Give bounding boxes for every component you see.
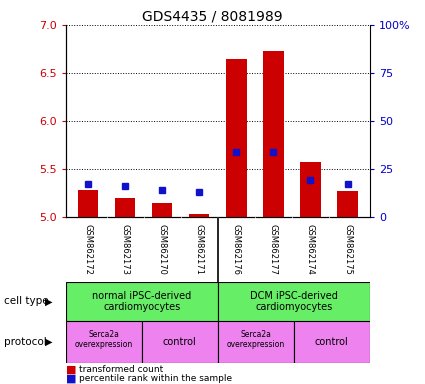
Text: DCM iPSC-derived
cardiomyocytes: DCM iPSC-derived cardiomyocytes xyxy=(250,291,338,312)
Text: control: control xyxy=(315,337,348,347)
Bar xyxy=(189,214,210,217)
Text: GSM862175: GSM862175 xyxy=(343,224,352,275)
Bar xyxy=(152,203,173,217)
Text: normal iPSC-derived
cardiomyocytes: normal iPSC-derived cardiomyocytes xyxy=(92,291,192,312)
Text: protocol: protocol xyxy=(4,337,47,347)
Bar xyxy=(66,321,142,363)
Text: Serca2a
overexpression: Serca2a overexpression xyxy=(227,330,285,349)
Text: GDS4435 / 8081989: GDS4435 / 8081989 xyxy=(142,10,283,23)
Bar xyxy=(300,162,320,217)
Text: ■: ■ xyxy=(66,364,76,374)
Text: ■: ■ xyxy=(66,373,76,383)
Text: GSM862177: GSM862177 xyxy=(269,224,278,275)
Text: control: control xyxy=(163,337,197,347)
Text: percentile rank within the sample: percentile rank within the sample xyxy=(79,374,232,383)
Bar xyxy=(226,59,246,217)
Text: GSM862174: GSM862174 xyxy=(306,224,315,275)
Text: GSM862171: GSM862171 xyxy=(195,224,204,275)
Text: ▶: ▶ xyxy=(45,337,52,347)
Text: cell type: cell type xyxy=(4,296,49,306)
Text: GSM862173: GSM862173 xyxy=(121,224,130,275)
Text: GSM862170: GSM862170 xyxy=(158,224,167,275)
Bar xyxy=(66,282,218,321)
Bar xyxy=(218,282,370,321)
Bar xyxy=(115,198,135,217)
Bar xyxy=(142,321,218,363)
Bar xyxy=(218,321,294,363)
Text: GSM862176: GSM862176 xyxy=(232,224,241,275)
Text: GSM862172: GSM862172 xyxy=(84,224,93,275)
Text: Serca2a
overexpression: Serca2a overexpression xyxy=(75,330,133,349)
Bar xyxy=(337,191,358,217)
Bar xyxy=(78,190,98,217)
Bar xyxy=(294,321,370,363)
Text: transformed count: transformed count xyxy=(79,365,163,374)
Text: ▶: ▶ xyxy=(45,296,52,306)
Bar xyxy=(263,51,283,217)
